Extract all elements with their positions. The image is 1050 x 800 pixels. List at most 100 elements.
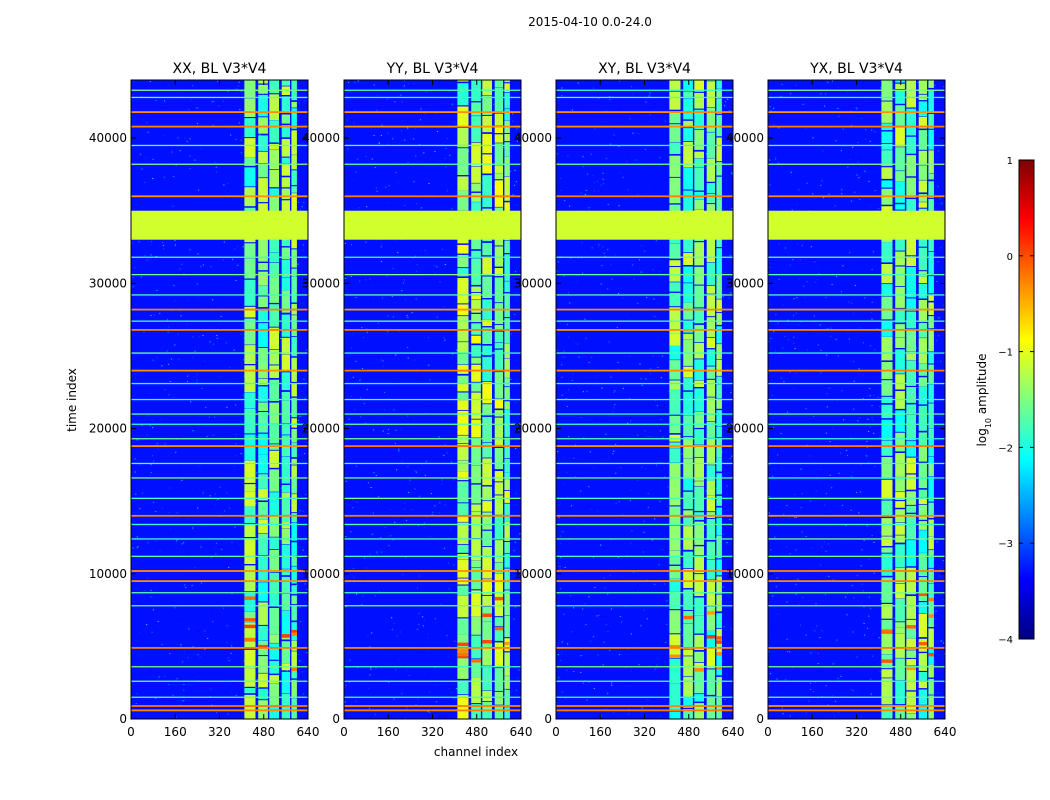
faint-time-row <box>768 89 945 91</box>
faint-time-row <box>556 423 733 425</box>
faint-time-row <box>131 382 308 385</box>
noise-speck <box>421 574 423 576</box>
noise-speck <box>826 702 828 704</box>
noise-speck <box>591 357 593 358</box>
noise-speck <box>942 599 944 600</box>
noise-speck <box>784 335 786 337</box>
noise-speck <box>829 474 831 476</box>
noise-speck <box>725 101 727 103</box>
noise-speck <box>731 476 733 478</box>
noise-speck <box>216 712 218 713</box>
rfi-segment <box>716 426 722 438</box>
noise-speck <box>611 278 613 280</box>
noise-speck <box>502 246 504 248</box>
noise-speck <box>724 105 726 107</box>
noise-speck <box>141 82 143 84</box>
noise-speck <box>376 552 378 554</box>
noise-speck <box>493 269 495 270</box>
noise-speck <box>384 392 386 394</box>
noise-speck <box>892 571 894 573</box>
noise-speck <box>789 117 791 119</box>
noise-speck <box>207 151 210 152</box>
rfi-segment <box>669 610 681 634</box>
rfi-segment <box>281 610 290 635</box>
noise-speck <box>559 91 561 93</box>
rfi-segment <box>918 80 927 94</box>
noise-speck <box>164 389 166 391</box>
noise-speck <box>840 675 842 677</box>
rfi-segment <box>291 268 297 277</box>
noise-speck <box>769 673 772 675</box>
rfi-segment <box>669 711 681 719</box>
noise-speck <box>680 549 682 551</box>
noise-speck <box>645 378 647 380</box>
rfi-segment <box>918 405 927 431</box>
noise-speck <box>780 465 782 467</box>
noise-speck <box>834 472 836 474</box>
rfi-segment <box>457 522 469 545</box>
noise-speck <box>426 346 428 348</box>
noise-speck <box>667 584 669 585</box>
noise-speck <box>778 243 780 245</box>
noise-speck <box>937 692 939 694</box>
rfi-segment <box>928 329 934 352</box>
rfi-segment <box>683 302 693 320</box>
noise-speck <box>697 520 699 522</box>
noise-speck <box>602 664 604 666</box>
noise-speck <box>400 129 403 131</box>
noise-speck <box>379 523 381 525</box>
noise-speck <box>820 564 822 566</box>
faint-time-row <box>768 163 945 165</box>
rfi-segment <box>906 328 916 352</box>
noise-speck <box>850 200 853 202</box>
noise-speck <box>791 634 793 636</box>
noise-speck <box>350 168 352 170</box>
noise-speck <box>594 128 596 130</box>
faint-time-row <box>344 294 521 296</box>
noise-speck <box>723 578 725 580</box>
bright-time-row <box>344 570 521 572</box>
faint-time-row <box>556 274 733 276</box>
rfi-segment <box>471 345 481 357</box>
noise-speck <box>208 688 210 690</box>
noise-speck <box>796 203 798 205</box>
noise-speck <box>853 194 856 196</box>
rfi-segment <box>457 658 469 679</box>
noise-speck <box>422 128 425 129</box>
noise-speck <box>831 427 833 429</box>
rfi-segment <box>683 416 693 437</box>
noise-speck <box>155 622 157 624</box>
rfi-segment <box>895 522 905 535</box>
noise-speck <box>347 148 349 150</box>
noise-speck <box>582 608 584 610</box>
noise-speck <box>161 644 163 646</box>
noise-speck <box>185 199 187 201</box>
noise-speck <box>586 563 588 565</box>
noise-speck <box>880 87 882 89</box>
rfi-segment <box>471 560 481 567</box>
noise-speck <box>512 113 514 115</box>
noise-speck <box>234 619 236 620</box>
noise-speck <box>381 603 383 605</box>
rfi-segment <box>471 538 481 561</box>
rfi-segment <box>881 604 893 619</box>
noise-speck <box>391 628 393 630</box>
noise-speck <box>841 193 843 195</box>
noise-speck <box>665 641 667 643</box>
noise-speck <box>220 545 222 547</box>
noise-speck <box>147 624 149 626</box>
noise-speck <box>692 331 694 333</box>
faint-time-row <box>344 89 521 91</box>
noise-speck <box>849 120 851 122</box>
noise-speck <box>204 400 206 402</box>
rfi-segment <box>881 457 893 479</box>
noise-speck <box>821 180 823 182</box>
bright-time-row <box>768 111 945 113</box>
noise-speck <box>613 134 615 136</box>
noise-speck <box>605 708 607 710</box>
noise-speck <box>567 389 570 391</box>
noise-speck <box>380 135 382 136</box>
noise-speck <box>197 507 199 509</box>
noise-speck <box>828 348 830 350</box>
rfi-segment <box>471 299 481 313</box>
